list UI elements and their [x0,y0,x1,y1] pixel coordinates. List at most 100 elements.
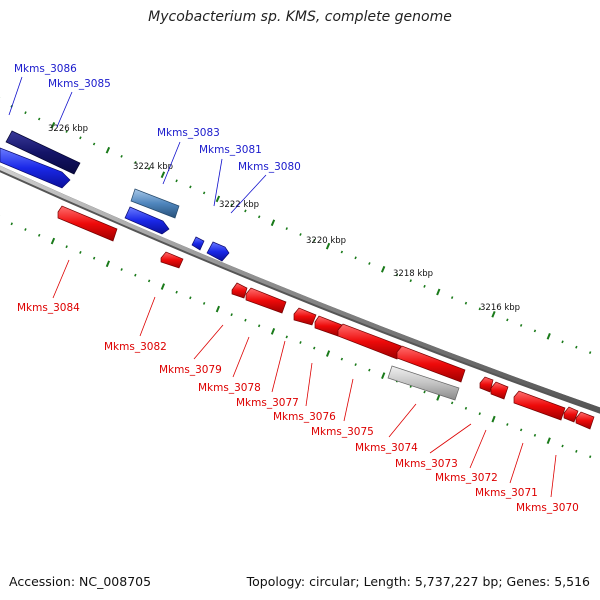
gene-block-mkms-3079[interactable] [231,282,248,299]
minor-tick [257,215,261,219]
minor-tick [147,279,151,283]
gene-label-mkms-3071[interactable]: Mkms_3071 [475,487,538,499]
forward-genes [0,130,230,262]
minor-tick [79,250,82,254]
minor-tick [189,296,192,300]
gene-label-mkms-3083[interactable]: Mkms_3083 [157,127,220,139]
minor-tick [354,363,357,367]
major-tick [381,372,386,379]
minor-tick [120,268,123,271]
inner-tick-track [0,215,592,459]
minor-tick [519,323,523,327]
gene-label-mkms-3084[interactable]: Mkms_3084 [17,302,80,314]
gene-block-mkms-3081[interactable] [191,236,205,251]
gene-label-mkms-3085[interactable]: Mkms_3085 [48,78,111,90]
major-tick [491,311,496,318]
minor-tick [244,318,247,322]
minor-tick [230,203,233,207]
gene-label-mkms-3072[interactable]: Mkms_3072 [435,472,498,484]
reverse-genes [57,205,595,430]
gene-block-mkms-3071[interactable] [513,390,566,421]
outer-tick-track [0,97,592,355]
gene-label-mkms-3080[interactable]: Mkms_3080 [238,161,301,173]
kbp-label: 3218 kbp [393,269,433,279]
gene-block-mkms-3086[interactable] [5,130,81,175]
gene-label-mkms-3076[interactable]: Mkms_3076 [273,411,336,423]
minor-tick [134,161,137,164]
minor-tick [575,449,578,453]
major-tick [491,415,496,423]
gene-label-mkms-3079[interactable]: Mkms_3079 [159,364,222,376]
minor-tick [464,301,468,305]
major-tick [215,305,221,313]
gene-label-mkms-3078[interactable]: Mkms_3078 [198,382,261,394]
minor-tick [299,233,302,236]
gene-block-mkms-3073[interactable] [479,376,494,393]
minor-tick [561,340,564,344]
kbp-label: 3220 kbp [306,236,346,246]
minor-tick [464,406,468,410]
gene-block-mkms-3083[interactable] [130,188,180,219]
minor-tick [313,238,316,242]
gene-block-mkms-3070b[interactable] [563,406,579,423]
minor-tick [24,111,27,115]
minor-tick [65,245,68,249]
major-tick [50,121,56,129]
gene-block-mkms-3072[interactable] [490,381,509,400]
minor-tick [423,390,426,394]
gene-block-mkms-3077[interactable] [293,307,317,326]
minor-tick [37,233,41,237]
minor-tick [92,142,96,146]
minor-tick [175,179,178,183]
gene-label-mkms-3086[interactable]: Mkms_3086 [14,63,77,75]
forward-leader-lines [8,76,267,214]
major-tick [215,195,221,203]
kbp-label: 3216 kbp [480,303,520,313]
minor-tick [354,256,357,260]
gene-label-mkms-3077[interactable]: Mkms_3077 [236,397,299,409]
gene-block-mkms-3080[interactable] [206,241,230,262]
gene-block-mkms-3084[interactable] [57,205,118,242]
minor-tick [589,455,592,459]
minor-tick [478,307,481,311]
accession-text: Accession: NC_008705 [9,574,152,589]
minor-tick [450,296,454,300]
major-tick [436,288,441,296]
major-tick [105,146,111,154]
gene-block-mkms-3074[interactable] [387,365,460,401]
kbp-labels: 3226 kbp 3224 kbp 3222 kbp 3220 kbp 3218… [48,124,520,313]
minor-tick [285,227,288,231]
minor-tick [299,341,302,344]
gene-label-mkms-3075[interactable]: Mkms_3075 [311,426,374,438]
gene-label-mkms-3073[interactable]: Mkms_3073 [395,458,458,470]
minor-tick [519,428,523,432]
gene-label-mkms-3081[interactable]: Mkms_3081 [199,144,262,156]
minor-tick [285,335,288,339]
gene-block-mkms-3082[interactable] [160,251,184,269]
minor-tick [506,318,509,322]
minor-tick [10,222,13,226]
minor-tick [561,444,564,448]
major-tick [436,394,441,401]
major-tick [270,219,276,227]
gene-block-mkms-3074b[interactable] [396,345,466,383]
gene-block-mkms-3075[interactable] [337,323,402,360]
gene-block-mkms-3078[interactable] [245,287,287,314]
gene-block-mkms-3083b[interactable] [124,206,170,235]
gene-label-mkms-3074[interactable]: Mkms_3074 [355,442,418,454]
minor-tick [202,301,206,305]
genome-summary-text: Topology: circular; Length: 5,737,227 bp… [246,574,590,589]
gene-label-mkms-3070[interactable]: Mkms_3070 [516,502,579,514]
minor-tick [409,279,412,283]
minor-tick [92,256,96,260]
minor-tick [65,130,68,133]
gene-block-mkms-3085[interactable] [0,147,71,189]
kbp-label: 3222 kbp [219,200,259,210]
major-tick [325,350,331,357]
forward-gene-labels: Mkms_3086 Mkms_3085 Mkms_3083 Mkms_3081 … [14,63,301,173]
minor-tick [120,154,123,158]
minor-tick [533,329,537,333]
gene-block-mkms-3070[interactable] [575,411,595,430]
gene-label-mkms-3082[interactable]: Mkms_3082 [104,341,167,353]
